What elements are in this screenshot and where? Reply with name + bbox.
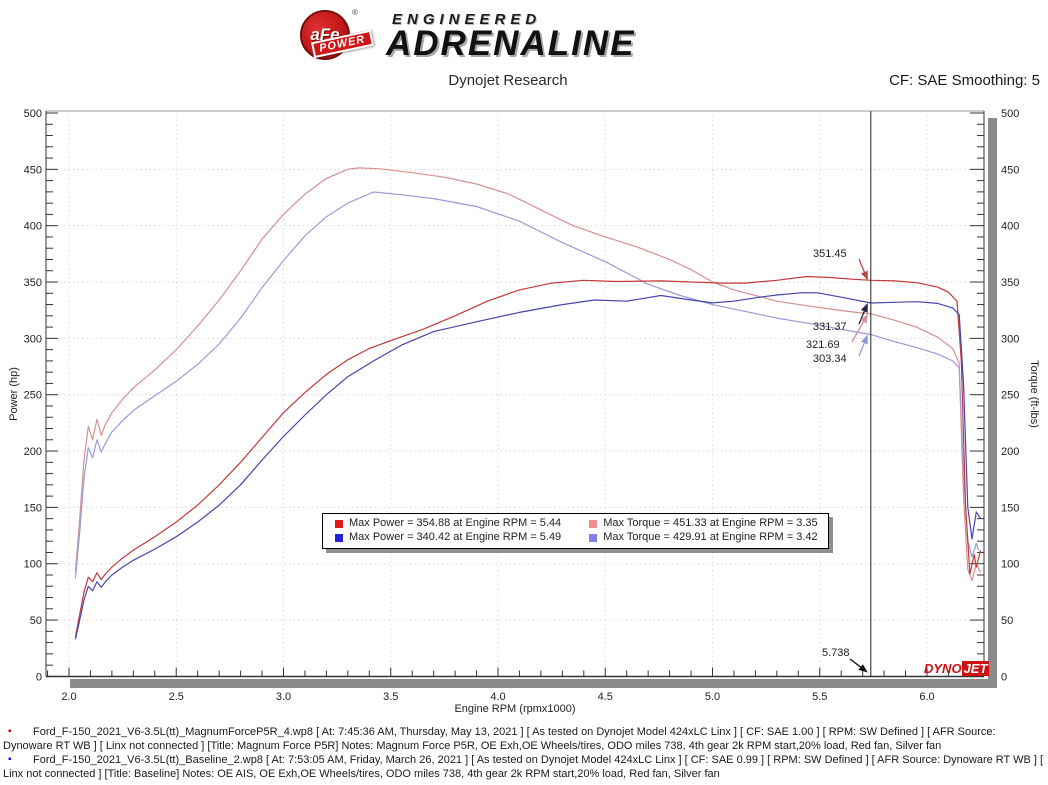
legend-label: Max Power = 354.88 at Engine RPM = 5.44 [349, 517, 562, 529]
y-tick-label-left: 400 [24, 221, 42, 233]
x-tick-label: 3.5 [383, 691, 398, 703]
x-tick-label: 2.5 [169, 691, 184, 703]
correction-factor-label: CF: SAE Smoothing: 5 [889, 72, 1040, 89]
x-axis-title: Engine RPM (rpmx1000) [454, 703, 576, 715]
y-tick-label-left: 500 [24, 108, 42, 120]
legend-item: Max Torque = 429.91 at Engine RPM = 3.42 [589, 531, 818, 544]
engineered-text: ENGINEERED [392, 11, 542, 28]
registered-mark: ® [352, 8, 358, 17]
annotation-arrow-head [861, 270, 868, 281]
y-tick-label-right: 500 [1001, 108, 1019, 120]
x-tick-label: 4.5 [598, 691, 613, 703]
annotation-arrow-line [858, 258, 865, 273]
chart-title: Dynojet Research [448, 72, 568, 89]
y-axis-title-torque: Torque (ft-lbs) [1028, 360, 1040, 428]
legend-label: Max Torque = 429.91 at Engine RPM = 3.42 [603, 531, 818, 543]
annotation-arrow-line [851, 321, 864, 343]
x-tick-label: 5.5 [812, 691, 827, 703]
annotation-value-321.69: 321.69 [806, 339, 840, 351]
y-tick-label-left: 200 [24, 446, 42, 458]
legend-swatch-icon [335, 533, 343, 542]
legend-box: Max Power = 354.88 at Engine RPM = 5.44 M… [322, 513, 829, 549]
y-tick-label-left: 350 [24, 277, 42, 289]
run-bullet-icon: ▪ [8, 754, 12, 765]
legend-swatch-icon [335, 519, 343, 528]
plot-shadow-bottom [70, 679, 996, 688]
legend-label: Max Power = 340.42 at Engine RPM = 5.49 [349, 531, 562, 543]
series-line-power_afe [74, 275, 982, 638]
run-info-text: Ford_F-150_2021_V6-3.5L(tt)_Baseline_2.w… [3, 754, 1044, 780]
y-tick-label-right: 150 [1001, 502, 1019, 514]
x-tick-label: 3.0 [276, 691, 291, 703]
annotation-value-351.45: 351.45 [813, 248, 847, 260]
cursor-arrow-line [849, 658, 862, 668]
y-tick-label-left: 100 [24, 559, 42, 571]
dynojet-logo: DYNO JET [924, 661, 990, 676]
plot-shadow-right [988, 118, 997, 688]
y-tick-label-left: 0 [36, 671, 42, 683]
cursor-value-label: 5.738 [822, 647, 850, 659]
run-info-entry: ▪ Ford_F-150_2021_V6-3.5L(tt)_MagnumForce… [3, 726, 1046, 753]
legend-item: Max Power = 340.42 at Engine RPM = 5.49 [335, 531, 561, 544]
y-tick-label-left: 50 [30, 615, 42, 627]
y-tick-label-right: 300 [1001, 333, 1019, 345]
y-tick-label-right: 50 [1001, 615, 1013, 627]
run-info-entry: ▪ Ford_F-150_2021_V6-3.5L(tt)_Baseline_2.… [3, 754, 1046, 781]
annotation-arrow-line [858, 342, 865, 357]
annotation-arrow-head [860, 313, 868, 324]
legend-swatch-icon [589, 519, 598, 528]
annotation-value-331.37: 331.37 [813, 321, 847, 333]
legend-item: Max Torque = 451.33 at Engine RPM = 3.35 [589, 517, 818, 530]
y-tick-label-right: 250 [1001, 390, 1019, 402]
x-tick-label: 2.0 [61, 691, 76, 703]
legend-swatch-icon [589, 533, 598, 542]
adrenaline-text: ADRENALINE [386, 24, 636, 63]
y-axis-title-power: Power (hp) [8, 367, 20, 421]
y-tick-label-left: 450 [24, 164, 42, 176]
x-tick-label: 5.0 [705, 691, 720, 703]
y-tick-label-right: 100 [1001, 559, 1019, 571]
annotation-value-303.34: 303.34 [813, 353, 847, 365]
annotation-arrow-line [858, 311, 865, 325]
y-tick-label-right: 400 [1001, 221, 1019, 233]
y-tick-label-right: 0 [1001, 671, 1007, 683]
legend-label: Max Torque = 451.33 at Engine RPM = 3.35 [603, 517, 818, 529]
run-bullet-icon: ▪ [8, 726, 12, 737]
y-tick-label-left: 250 [24, 390, 42, 402]
y-tick-label-left: 300 [24, 333, 42, 345]
x-tick-label: 4.0 [490, 691, 505, 703]
run-info-text: Ford_F-150_2021_V6-3.5L(tt)_MagnumForceP… [3, 726, 996, 752]
y-tick-label-right: 200 [1001, 446, 1019, 458]
series-line-torque_base [74, 191, 980, 579]
dynojet-logo-dyno: DYNO [924, 661, 962, 676]
series-line-power_base [74, 292, 982, 640]
x-tick-label: 6.0 [919, 691, 934, 703]
cursor-arrow-head [858, 664, 868, 673]
y-tick-label-right: 350 [1001, 277, 1019, 289]
legend-item: Max Power = 354.88 at Engine RPM = 5.44 [335, 517, 561, 530]
series-line-torque_afe [74, 167, 982, 582]
run-info-footer: ▪ Ford_F-150_2021_V6-3.5L(tt)_MagnumForce… [3, 726, 1046, 782]
annotation-arrow-head [861, 334, 868, 345]
dynojet-logo-jet: JET [961, 661, 990, 676]
y-tick-label-left: 150 [24, 502, 42, 514]
y-tick-label-right: 450 [1001, 164, 1019, 176]
annotation-arrow-head [861, 303, 868, 313]
